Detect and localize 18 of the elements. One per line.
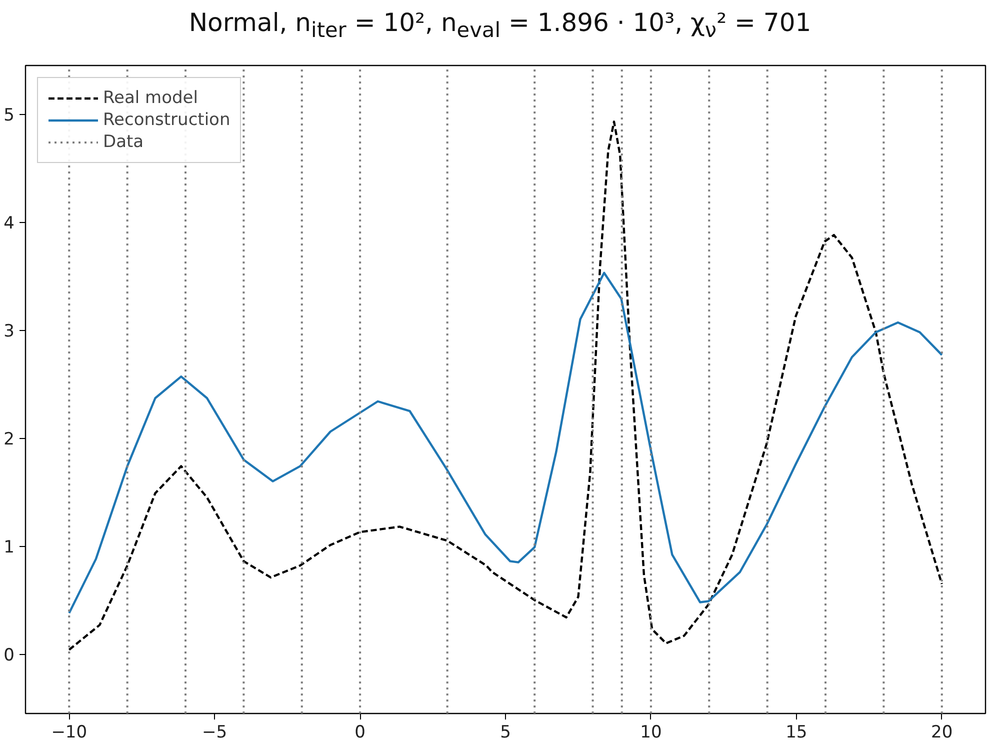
y-tick-label: 1 xyxy=(4,538,15,558)
legend-label: Reconstruction xyxy=(103,110,230,130)
y-tick-label: 2 xyxy=(4,430,15,450)
x-tick-label: 20 xyxy=(931,722,953,742)
y-tick-label: 4 xyxy=(4,214,15,234)
legend-label: Real model xyxy=(103,88,198,108)
x-tick-label: −5 xyxy=(202,722,228,742)
line-series xyxy=(68,272,943,614)
x-tick-label: −10 xyxy=(51,722,88,742)
x-tick-label: 15 xyxy=(786,722,808,742)
y-tick-label: 3 xyxy=(4,322,15,342)
chart-title: Normal, n$_{iter}$ = 10², n$_{eval}$ = 1.896 · 10³, χ$_{ν}$² = 701 xyxy=(188,7,812,44)
y-tick-label: 0 xyxy=(4,646,15,666)
x-tick-label: 5 xyxy=(500,722,511,742)
y-tick-label: 5 xyxy=(4,106,15,126)
x-tick-label: 10 xyxy=(640,722,662,742)
x-tick-label: 0 xyxy=(354,722,366,742)
ref-line-label: Data xyxy=(103,132,144,152)
